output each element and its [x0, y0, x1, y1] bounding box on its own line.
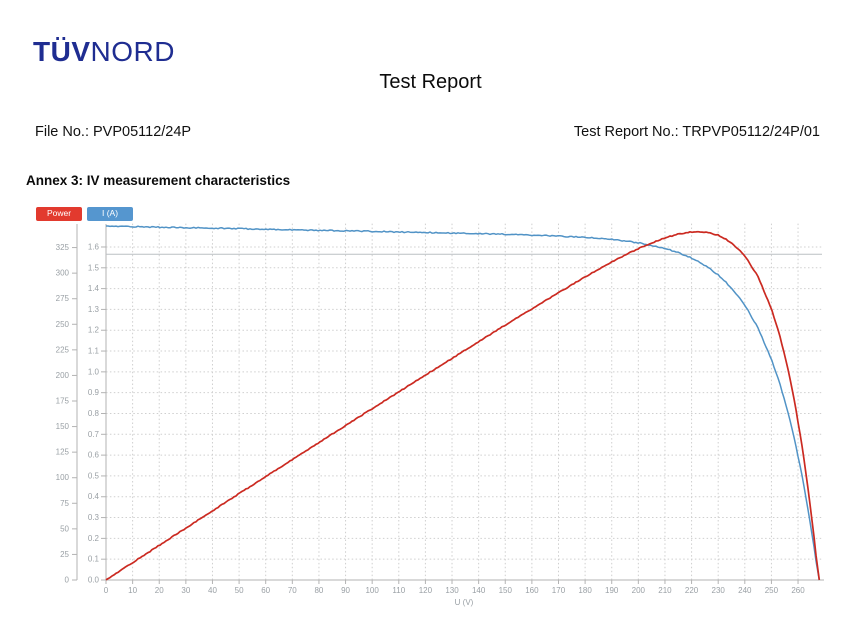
- svg-text:0.1: 0.1: [88, 555, 100, 564]
- gridlines: [106, 222, 822, 580]
- svg-text:1.3: 1.3: [88, 305, 100, 314]
- report-number: Test Report No.: TRPVP05112/24P/01: [573, 124, 820, 140]
- svg-text:50: 50: [60, 524, 69, 533]
- svg-text:0.3: 0.3: [88, 513, 100, 522]
- svg-text:220: 220: [685, 586, 699, 595]
- svg-text:U (V): U (V): [455, 598, 474, 607]
- svg-text:130: 130: [445, 586, 459, 595]
- power-curve: [105, 230, 821, 581]
- svg-text:150: 150: [499, 586, 513, 595]
- svg-text:80: 80: [314, 586, 323, 595]
- svg-text:240: 240: [738, 586, 752, 595]
- tuv-nord-logo: TÜVNORD: [33, 36, 175, 68]
- tick-labels: 02550751001251501752002252502753003250.0…: [56, 242, 806, 607]
- svg-text:10: 10: [128, 586, 137, 595]
- svg-text:0: 0: [65, 576, 70, 585]
- svg-text:0.9: 0.9: [88, 388, 100, 397]
- annex-heading: Annex 3: IV measurement characteristics: [26, 173, 291, 188]
- svg-text:90: 90: [341, 586, 350, 595]
- svg-text:1.4: 1.4: [88, 284, 100, 293]
- svg-text:180: 180: [578, 586, 592, 595]
- svg-text:1.6: 1.6: [88, 242, 100, 251]
- svg-text:75: 75: [60, 499, 69, 508]
- legend-power-chip[interactable]: Power: [36, 207, 82, 221]
- svg-text:0.8: 0.8: [88, 409, 100, 418]
- svg-text:250: 250: [56, 320, 70, 329]
- page-title: Test Report: [379, 71, 482, 93]
- chart-canvas: 02550751001251501752002252502753003250.0…: [56, 222, 824, 607]
- svg-text:0.2: 0.2: [88, 534, 100, 543]
- svg-text:20: 20: [155, 586, 164, 595]
- svg-text:300: 300: [56, 269, 70, 278]
- svg-text:125: 125: [56, 448, 70, 457]
- svg-text:25: 25: [60, 550, 69, 559]
- svg-text:0: 0: [104, 586, 109, 595]
- svg-text:230: 230: [712, 586, 726, 595]
- svg-text:225: 225: [56, 345, 70, 354]
- logo-tuv-text: TÜV: [33, 36, 91, 67]
- svg-text:200: 200: [56, 371, 70, 380]
- svg-text:0.0: 0.0: [88, 576, 100, 585]
- svg-text:170: 170: [552, 586, 566, 595]
- svg-text:190: 190: [605, 586, 619, 595]
- svg-text:0.5: 0.5: [88, 471, 100, 480]
- file-info-row: File No.: PVP05112/24P Test Report No.: …: [35, 124, 820, 140]
- svg-text:1.2: 1.2: [88, 326, 100, 335]
- svg-text:70: 70: [288, 586, 297, 595]
- svg-text:175: 175: [56, 397, 70, 406]
- svg-text:120: 120: [419, 586, 433, 595]
- legend-current-chip[interactable]: I (A): [87, 207, 133, 221]
- svg-text:275: 275: [56, 294, 70, 303]
- svg-text:110: 110: [392, 586, 405, 595]
- svg-text:150: 150: [56, 422, 70, 431]
- svg-text:260: 260: [791, 586, 805, 595]
- svg-text:325: 325: [56, 243, 70, 252]
- svg-text:40: 40: [208, 586, 217, 595]
- svg-text:60: 60: [261, 586, 270, 595]
- svg-text:200: 200: [632, 586, 646, 595]
- svg-text:50: 50: [235, 586, 244, 595]
- svg-text:1.5: 1.5: [88, 263, 100, 272]
- svg-text:140: 140: [472, 586, 486, 595]
- svg-text:250: 250: [765, 586, 779, 595]
- logo-nord-text: NORD: [90, 36, 175, 67]
- file-number: File No.: PVP05112/24P: [35, 124, 192, 140]
- svg-text:100: 100: [56, 473, 70, 482]
- svg-text:1.1: 1.1: [88, 347, 100, 356]
- current-curve: [106, 225, 821, 581]
- svg-text:30: 30: [181, 586, 190, 595]
- chart-legend: Power I (A): [36, 207, 133, 221]
- svg-text:0.4: 0.4: [88, 492, 100, 501]
- svg-text:1.0: 1.0: [88, 367, 100, 376]
- svg-text:0.7: 0.7: [88, 430, 100, 439]
- svg-text:210: 210: [658, 586, 672, 595]
- svg-text:160: 160: [525, 586, 539, 595]
- svg-text:100: 100: [365, 586, 379, 595]
- axis-lines: [72, 224, 824, 584]
- svg-text:0.6: 0.6: [88, 451, 100, 460]
